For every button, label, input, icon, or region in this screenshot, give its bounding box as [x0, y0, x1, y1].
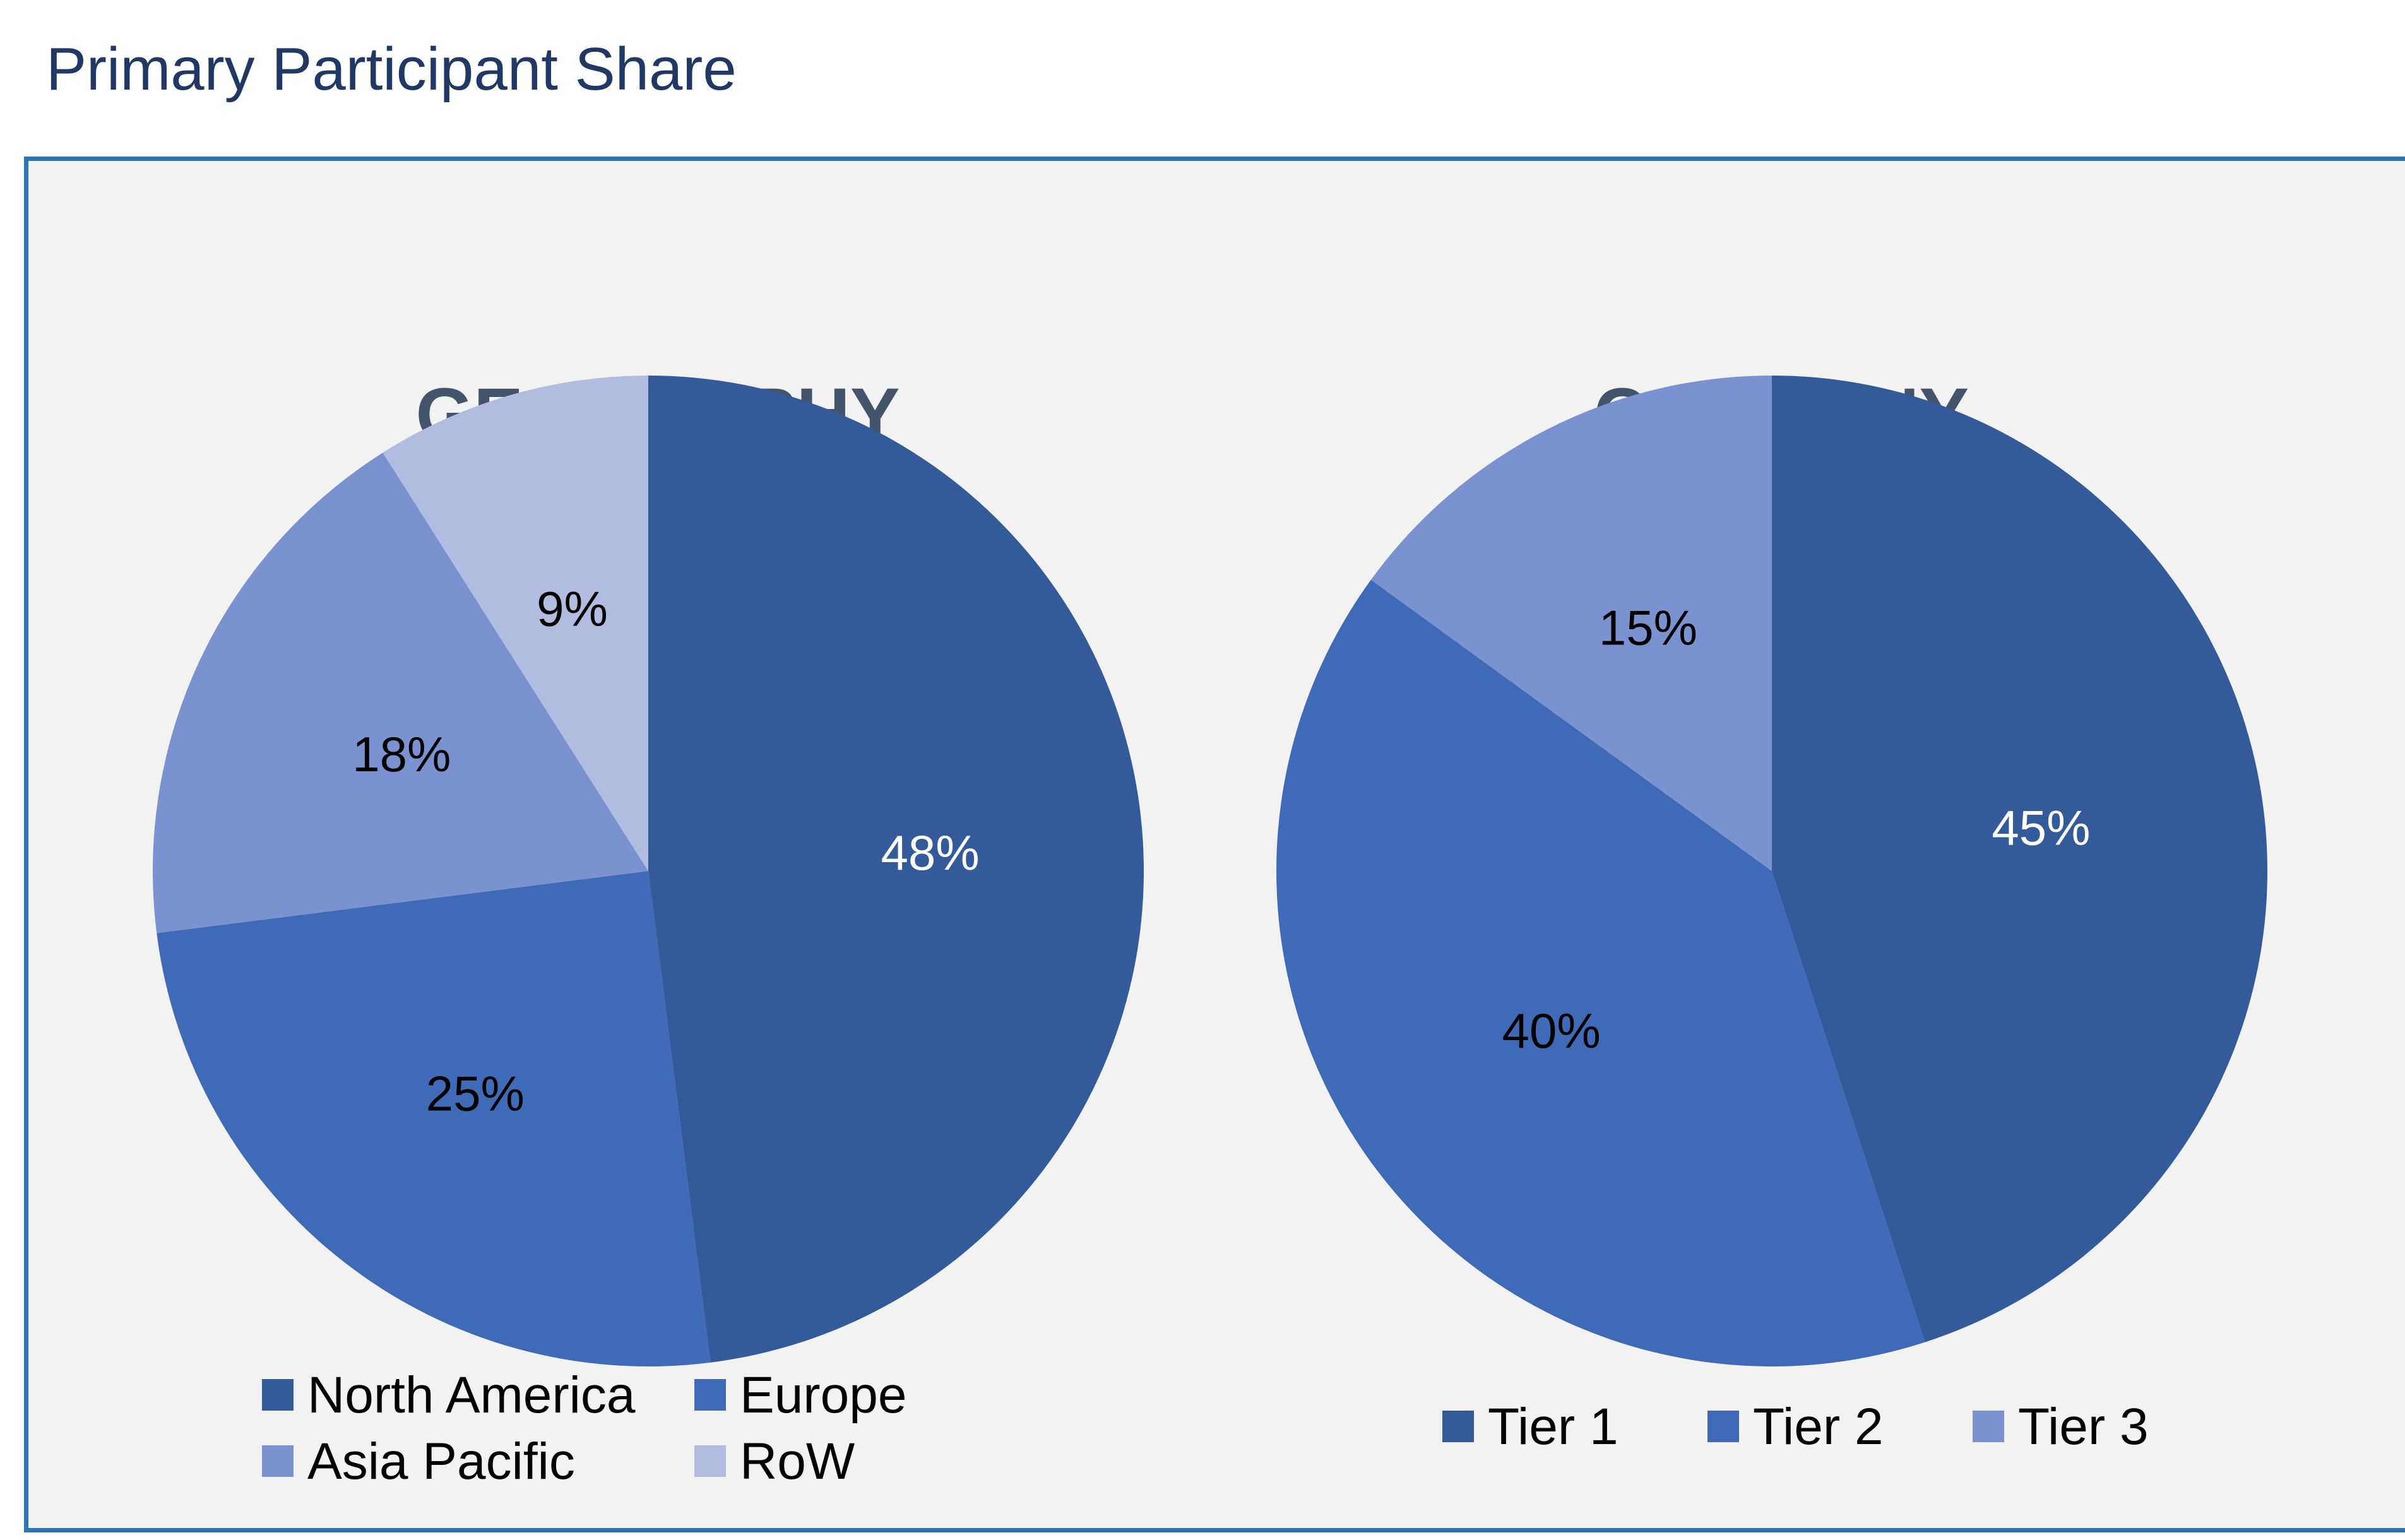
data-label: 40%: [1502, 1003, 1601, 1058]
chart-frame: GEOGRAPHY48%25%18%9%North AmericaEuropeA…: [24, 157, 2405, 1532]
legend-label: RoW: [740, 1433, 855, 1490]
pie-chart-geography: GEOGRAPHY48%25%18%9%North AmericaEuropeA…: [152, 373, 1144, 1490]
legend-swatch: [1707, 1411, 1739, 1442]
legend-swatch: [694, 1379, 726, 1411]
data-label: 45%: [1992, 800, 2090, 855]
charts-canvas: GEOGRAPHY48%25%18%9%North AmericaEuropeA…: [152, 373, 2267, 1490]
legend-swatch: [1442, 1411, 1474, 1442]
pie-slice-tier-2[interactable]: [1276, 579, 1925, 1366]
data-label: 18%: [352, 726, 451, 782]
pie-slice-north-america[interactable]: [648, 376, 1144, 1363]
legend: Tier 1 Tier 2 Tier 3: [1442, 1398, 2149, 1455]
legend-label: Europe: [740, 1366, 906, 1424]
data-label: 15%: [1599, 600, 1697, 655]
pie-slice-europe[interactable]: [157, 871, 711, 1366]
pie-slice-asia-pacific[interactable]: [152, 453, 648, 933]
pie-slice-tier-3[interactable]: [1370, 376, 1772, 871]
legend-swatch: [694, 1445, 726, 1477]
legend-label: North America: [307, 1366, 636, 1424]
legend-swatch: [1973, 1411, 2004, 1442]
legend-label: Asia Pacific: [307, 1433, 575, 1490]
legend-swatch: [262, 1379, 294, 1411]
legend-label: Tier 3: [2018, 1398, 2149, 1455]
legend-swatch: [262, 1445, 294, 1477]
legend: North America Europe Asia Pacific RoW: [262, 1366, 906, 1490]
pie-slice-tier-1[interactable]: [1772, 376, 2267, 1342]
pie-slice-row[interactable]: [383, 376, 648, 871]
legend-label: Tier 2: [1753, 1398, 1884, 1455]
data-label: 25%: [426, 1066, 525, 1122]
legend-label: Tier 1: [1488, 1398, 1618, 1455]
data-label: 48%: [881, 825, 980, 880]
page-title: Primary Participant Share: [46, 35, 737, 103]
data-label: 9%: [537, 581, 608, 636]
